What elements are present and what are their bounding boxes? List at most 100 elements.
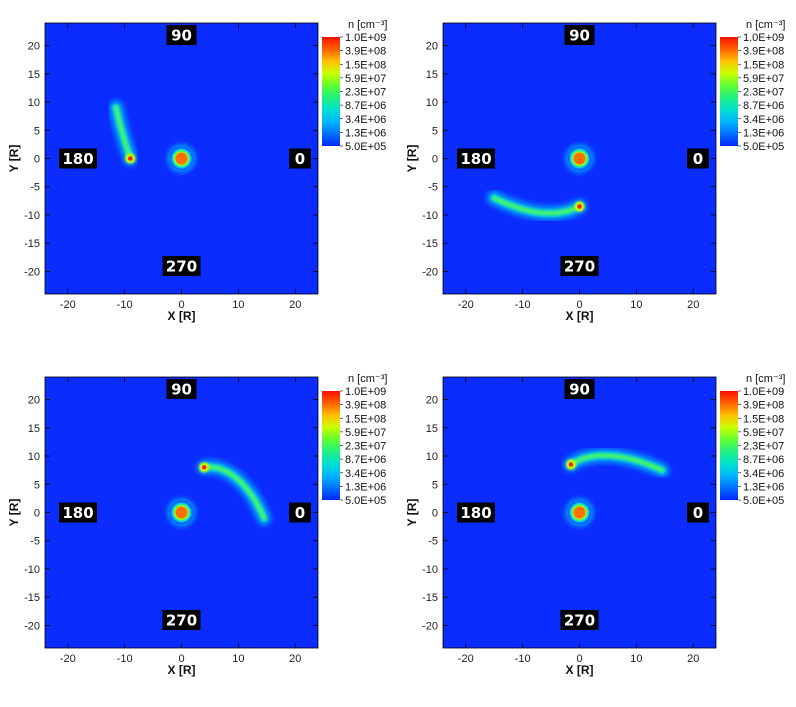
colorbar-label: 1.3E+06 bbox=[345, 481, 386, 493]
angle-label-180-box bbox=[59, 148, 97, 169]
colorbar-label: 1.5E+08 bbox=[743, 413, 784, 425]
x-tick-label: 20 bbox=[289, 653, 301, 665]
colorbar-label: 1.5E+08 bbox=[345, 413, 386, 425]
angle-label-0-box bbox=[289, 502, 311, 523]
x-tick-label: 20 bbox=[687, 653, 699, 665]
x-tick-label: -20 bbox=[60, 653, 76, 665]
colorbar-label: 3.4E+06 bbox=[743, 114, 784, 126]
density-panel-1: -20 -10 0 10 20 -20 -15 -10 -5 0 5 10 15 20 X [R] Y [R]… bbox=[0, 0, 398, 353]
y-tick-label: 15 bbox=[28, 423, 40, 435]
colorbar-label: 1.3E+06 bbox=[743, 481, 784, 493]
central-body-core bbox=[175, 506, 188, 519]
angle-label-0: 0 bbox=[693, 150, 703, 168]
density-plot-svg: -20 -10 0 10 20 -20 -15 -10 -5 0 5 10 15 20 X [R] Y [R]… bbox=[7, 373, 387, 677]
angle-label-0: 0 bbox=[693, 504, 703, 522]
y-tick-label: -15 bbox=[24, 238, 40, 250]
tail-center bbox=[492, 196, 581, 215]
angle-label-180: 180 bbox=[460, 150, 491, 168]
angle-label-0-box bbox=[289, 148, 311, 169]
y-axis-label: Y [R] bbox=[405, 145, 419, 173]
x-axis-label: X [R] bbox=[168, 663, 196, 677]
colorbar bbox=[720, 391, 738, 500]
y-tick-label: -10 bbox=[24, 564, 40, 576]
colorbar-label: 8.7E+06 bbox=[345, 100, 386, 112]
angle-label-90: 90 bbox=[569, 27, 590, 45]
central-body-core bbox=[573, 506, 586, 519]
companion-core bbox=[577, 204, 582, 209]
x-tick-label: -10 bbox=[117, 653, 133, 665]
colorbar-label: 8.7E+06 bbox=[743, 100, 784, 112]
x-tick-label: 0 bbox=[178, 653, 184, 665]
angle-label-180: 180 bbox=[460, 504, 491, 522]
y-tick-label: 0 bbox=[432, 154, 438, 166]
colorbar-label: 1.0E+09 bbox=[345, 386, 386, 398]
y-axis-label: Y [R] bbox=[405, 499, 419, 527]
angle-label-180-box bbox=[457, 502, 495, 523]
density-plot-svg: -20 -10 0 10 20 -20 -15 -10 -5 0 5 10 15 20 X [R] Y [R]… bbox=[7, 19, 387, 323]
y-tick-label: -5 bbox=[428, 536, 438, 548]
y-tick-label: -20 bbox=[24, 266, 40, 278]
colorbar-label: 5.0E+05 bbox=[743, 141, 784, 153]
y-tick-label: 10 bbox=[28, 451, 40, 463]
density-field bbox=[562, 447, 670, 528]
angle-label-270: 270 bbox=[564, 258, 595, 276]
angle-label-90: 90 bbox=[171, 381, 192, 399]
colorbar-label: 1.5E+08 bbox=[345, 59, 386, 71]
angle-label-180-box bbox=[59, 502, 97, 523]
angle-label-270-box bbox=[162, 610, 201, 630]
colorbar bbox=[322, 37, 340, 146]
colorbar-label: 5.9E+07 bbox=[743, 427, 784, 439]
angle-label-270: 270 bbox=[166, 612, 197, 630]
y-tick-label: -10 bbox=[422, 210, 438, 222]
colorbar-label: 1.3E+06 bbox=[743, 127, 784, 139]
angle-label-90: 90 bbox=[171, 27, 192, 45]
angle-label-180: 180 bbox=[62, 150, 93, 168]
tail-center bbox=[569, 454, 664, 472]
colorbar-label: 3.4E+06 bbox=[743, 468, 784, 480]
colorbar-label: 3.9E+08 bbox=[743, 46, 784, 58]
x-tick-label: 20 bbox=[687, 299, 699, 311]
density-plot-svg: -20 -10 0 10 20 -20 -15 -10 -5 0 5 10 15 20 X [R] Y [R]… bbox=[405, 373, 785, 677]
y-tick-label: 0 bbox=[34, 508, 40, 520]
colorbar-label: 3.9E+08 bbox=[345, 46, 386, 58]
colorbar-label: 1.0E+09 bbox=[743, 386, 784, 398]
y-tick-label: 5 bbox=[432, 479, 438, 491]
y-tick-label: -10 bbox=[24, 210, 40, 222]
y-tick-label: 20 bbox=[426, 41, 438, 53]
y-tick-label: 0 bbox=[34, 154, 40, 166]
x-tick-label: -20 bbox=[458, 653, 474, 665]
x-tick-label: 0 bbox=[178, 299, 184, 311]
x-tick-label: 10 bbox=[630, 299, 642, 311]
y-tick-label: 20 bbox=[28, 41, 40, 53]
colorbar-label: 1.0E+09 bbox=[743, 32, 784, 44]
colorbar-title: n [cm⁻³] bbox=[746, 19, 785, 31]
colorbar-label: 2.3E+07 bbox=[743, 87, 784, 99]
density-plot-svg: -20 -10 0 10 20 -20 -15 -10 -5 0 5 10 15 20 X [R] Y [R]… bbox=[405, 19, 785, 323]
x-tick-label: 10 bbox=[232, 299, 244, 311]
colorbar bbox=[322, 391, 340, 500]
angle-label-90-box bbox=[166, 25, 197, 45]
colorbar-label: 5.0E+05 bbox=[345, 141, 386, 153]
y-tick-label: -15 bbox=[422, 592, 438, 604]
y-tick-label: -15 bbox=[422, 238, 438, 250]
colorbar-title: n [cm⁻³] bbox=[348, 373, 387, 385]
density-panel-4: -20 -10 0 10 20 -20 -15 -10 -5 0 5 10 15 20 X [R] Y [R]… bbox=[398, 354, 796, 707]
y-tick-label: 15 bbox=[426, 423, 438, 435]
angle-label-270-box bbox=[560, 256, 599, 276]
y-tick-label: 10 bbox=[426, 451, 438, 463]
colorbar-label: 1.5E+08 bbox=[743, 59, 784, 71]
y-tick-label: -20 bbox=[422, 620, 438, 632]
colorbar bbox=[720, 37, 738, 146]
x-tick-label: 10 bbox=[232, 653, 244, 665]
y-tick-label: 5 bbox=[432, 125, 438, 137]
colorbar-label: 8.7E+06 bbox=[743, 454, 784, 466]
colorbar-label: 5.9E+07 bbox=[345, 427, 386, 439]
angle-label-270: 270 bbox=[564, 612, 595, 630]
y-tick-label: 20 bbox=[28, 395, 40, 407]
colorbar-label: 1.0E+09 bbox=[345, 32, 386, 44]
companion-core bbox=[201, 465, 207, 470]
angle-label-0: 0 bbox=[295, 150, 305, 168]
x-axis-label: X [R] bbox=[168, 309, 196, 323]
x-tick-label: -10 bbox=[515, 299, 531, 311]
x-tick-label: 0 bbox=[576, 653, 582, 665]
